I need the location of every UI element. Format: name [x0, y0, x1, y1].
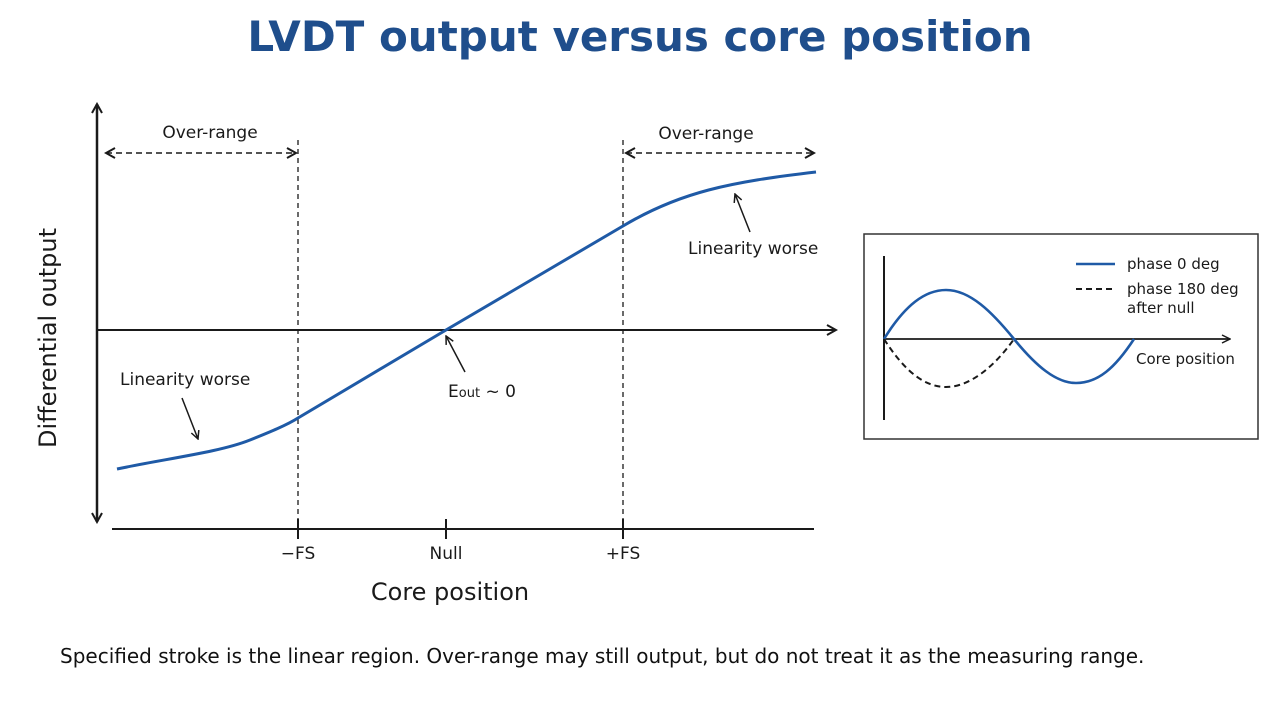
x-axis-label: Core position: [371, 578, 529, 606]
inset-frame: [863, 233, 1259, 440]
phase0-wave: [882, 288, 1136, 385]
phase180-wave: [883, 338, 1015, 389]
null-annotation: Eout ~ 0: [448, 382, 516, 402]
overrange-left-label: Over-range: [162, 123, 257, 143]
tick-label-neg-fs: −FS: [281, 544, 316, 564]
null-arrow: [446, 336, 466, 373]
linearity-right-arrow: [735, 194, 751, 233]
linearity-left-arrow: [181, 397, 198, 439]
output-curve: [116, 170, 817, 471]
page-title: LVDT output versus core position: [247, 12, 1033, 61]
tick-label-null: Null: [430, 544, 463, 564]
overrange-right-label: Over-range: [658, 124, 753, 144]
linearity-left-label: Linearity worse: [120, 370, 250, 390]
legend-phase180-label: phase 180 deg: [1127, 280, 1239, 298]
legend-phase0-label: phase 0 deg: [1127, 255, 1220, 273]
linearity-right-label: Linearity worse: [688, 239, 818, 259]
phase-inset: phase 0 deg phase 180 deg after null Cor…: [863, 233, 1259, 440]
tick-label-pos-fs: +FS: [606, 544, 641, 564]
y-axis-label: Differential output: [34, 228, 62, 448]
caption: Specified stroke is the linear region. O…: [60, 644, 1145, 668]
inset-x-label: Core position: [1136, 350, 1235, 368]
legend-phase180-sublabel: after null: [1127, 299, 1195, 317]
